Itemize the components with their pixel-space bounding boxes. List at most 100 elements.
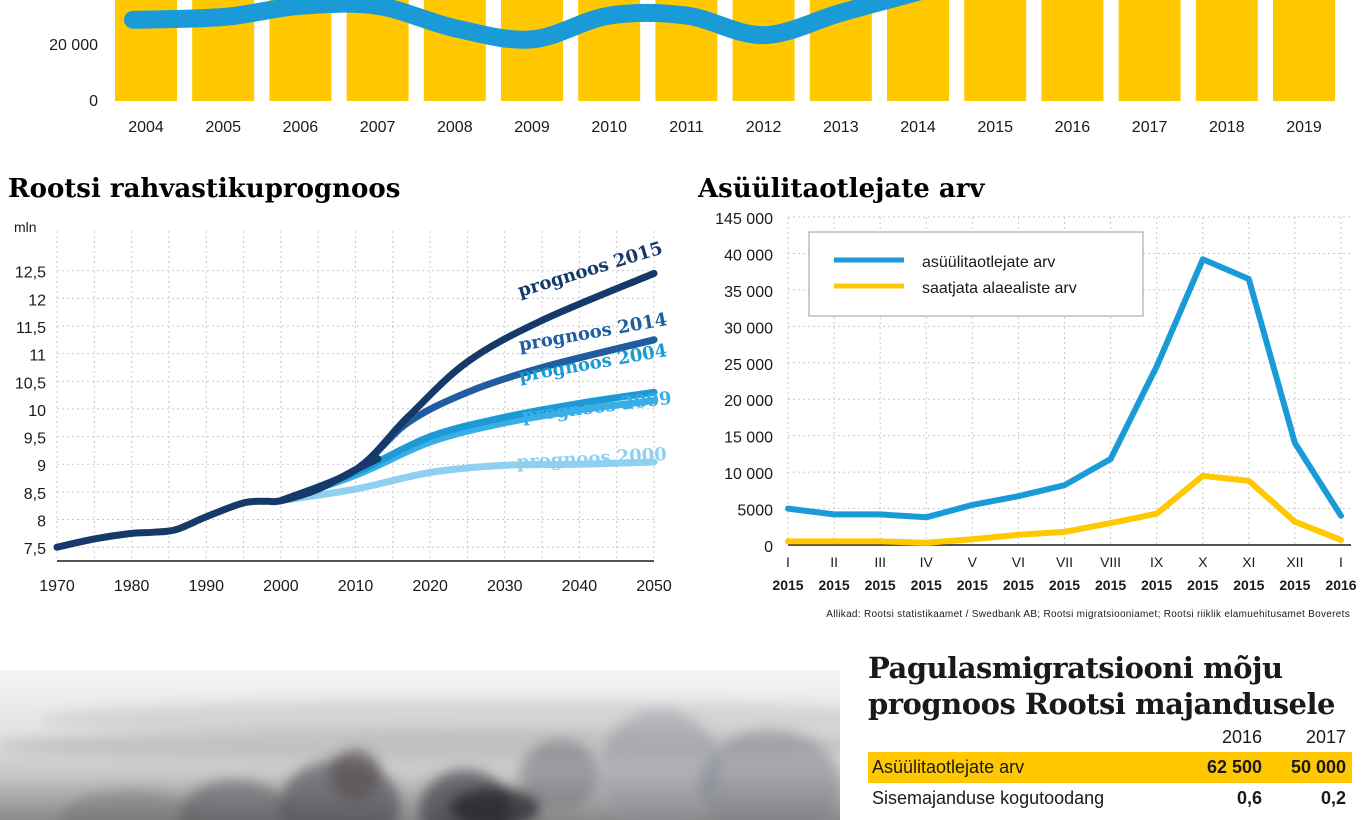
bar bbox=[732, 0, 795, 101]
y-tick-label: 145 000 bbox=[715, 211, 773, 228]
x-tick-label: 2019 bbox=[1286, 119, 1322, 136]
y-tick-label: 25 000 bbox=[724, 357, 773, 374]
series-line bbox=[785, 256, 1344, 521]
x-tick-label: 2005 bbox=[205, 119, 241, 136]
x-tick-label: 2018 bbox=[1209, 119, 1245, 136]
photo-shape bbox=[700, 730, 840, 820]
x-tick-year: 2015 bbox=[819, 577, 850, 593]
table-cell: 0,6 bbox=[1236, 788, 1262, 808]
table-row: Asüülitaotlejate arv 62 500 50 000 bbox=[868, 752, 1352, 783]
table-cell: 0,2 bbox=[1320, 788, 1346, 808]
y-tick-label: 8,5 bbox=[24, 486, 46, 503]
x-tick-label: 2009 bbox=[514, 119, 550, 136]
x-tick-label: 2000 bbox=[263, 578, 299, 595]
x-tick-year: 2015 bbox=[1233, 577, 1264, 593]
table-row-label: Sisemajanduse kogutoodang bbox=[872, 788, 1105, 808]
photo-shape bbox=[40, 700, 840, 740]
x-tick-month: X bbox=[1198, 554, 1208, 570]
x-tick-month: V bbox=[968, 554, 978, 570]
y-tick-label: 10,5 bbox=[15, 375, 46, 392]
y-tick-label: 10 000 bbox=[724, 466, 773, 483]
y-tick-label: 5000 bbox=[737, 503, 773, 520]
y-tick-label: 35 000 bbox=[724, 284, 773, 301]
photo-shape bbox=[450, 788, 540, 820]
x-tick-month: VIII bbox=[1100, 554, 1121, 570]
chart-title: Rootsi rahvastikuprognoos bbox=[8, 174, 400, 204]
series-label: prognoos 2015 bbox=[515, 238, 665, 302]
y-tick-label: 20 000 bbox=[724, 393, 773, 410]
charts-canvas: 0 20 000 2004 2005 2006 2007 2008 2009 2010 2011 2… bbox=[8, 0, 1357, 620]
y-tick-label: 12 bbox=[28, 292, 46, 309]
x-tick-month: II bbox=[830, 554, 838, 570]
x-tick-year: 2015 bbox=[1187, 577, 1218, 593]
x-tick-label: 2017 bbox=[1132, 119, 1168, 136]
x-tick-month: III bbox=[874, 554, 886, 570]
bar bbox=[1195, 0, 1258, 101]
y-tick-label: 9,5 bbox=[24, 431, 46, 448]
x-tick-label: 2030 bbox=[487, 578, 523, 595]
x-tick-month: I bbox=[1339, 554, 1343, 570]
table-col-2017: 2017 bbox=[1305, 726, 1346, 747]
y-tick-label: 7,5 bbox=[24, 541, 46, 558]
x-tick-year: 2015 bbox=[1049, 577, 1080, 593]
chart-title: Asüülitaotlejate arv bbox=[697, 174, 985, 204]
series-label: prognoos 2009 bbox=[521, 388, 673, 427]
x-tick-year: 2015 bbox=[911, 577, 942, 593]
legend-label: saatjata alaealiste arv bbox=[922, 280, 1077, 297]
x-tick-month: VI bbox=[1012, 554, 1025, 570]
x-tick-month: XII bbox=[1286, 554, 1303, 570]
y-tick-label: 20 000 bbox=[49, 37, 98, 54]
x-tick-label: 2040 bbox=[562, 578, 598, 595]
x-tick-month: I bbox=[786, 554, 790, 570]
table-title-line2: prognoos Rootsi majandusele bbox=[868, 687, 1335, 721]
x-tick-year: 2015 bbox=[1095, 577, 1126, 593]
table-col-2016: 2016 bbox=[1221, 726, 1262, 747]
table-header-row: 2016 2017 bbox=[868, 722, 1352, 752]
x-tick-label: 2006 bbox=[283, 119, 319, 136]
x-tick-year: 2015 bbox=[1141, 577, 1172, 593]
bar bbox=[1273, 0, 1335, 101]
photo-shape bbox=[330, 750, 380, 800]
bar bbox=[1041, 0, 1104, 101]
impact-table: Pagulasmigratsiooni mõju prognoos Rootsi… bbox=[868, 650, 1352, 814]
y-tick-label: 8 bbox=[37, 514, 46, 531]
y-tick-label: 10 bbox=[28, 403, 46, 420]
legend: asüülitaotlejate arv saatjata alaealiste … bbox=[808, 231, 1144, 317]
y-tick-label: 11 bbox=[29, 348, 46, 365]
bar bbox=[887, 0, 949, 101]
x-tick-year: 2015 bbox=[957, 577, 988, 593]
y-tick-label: 15 000 bbox=[724, 430, 773, 447]
legend-box bbox=[808, 231, 1144, 317]
photo-shape bbox=[600, 710, 720, 820]
x-tick-year: 2015 bbox=[772, 577, 803, 593]
x-tick-label: 2020 bbox=[412, 578, 448, 595]
y-axis-unit: mln bbox=[14, 219, 37, 235]
x-tick-month: IX bbox=[1150, 554, 1164, 570]
x-tick-label: 2015 bbox=[977, 119, 1013, 136]
x-tick-year: 2016 bbox=[1325, 577, 1356, 593]
x-tick-label: 2004 bbox=[128, 119, 164, 136]
asylum-seekers-chart: Asüülitaotlejate arv 0 5000 10 000 15 000 20 … bbox=[697, 174, 1357, 593]
x-tick-label: 2011 bbox=[669, 119, 704, 136]
photo-shape bbox=[60, 790, 200, 820]
x-tick-month: IV bbox=[920, 554, 934, 570]
x-tick-label: 1980 bbox=[114, 578, 150, 595]
table-row-label: Asüülitaotlejate arv bbox=[872, 757, 1025, 777]
y-tick-label: 9 bbox=[37, 458, 46, 475]
x-tick-year: 2015 bbox=[865, 577, 896, 593]
y-tick-label: 0 bbox=[764, 539, 773, 556]
x-tick-label: 2008 bbox=[437, 119, 473, 136]
bar bbox=[501, 0, 563, 101]
table-cell: 62 500 bbox=[1206, 757, 1262, 777]
series-line bbox=[124, 0, 923, 49]
table-title-line1: Pagulasmigratsiooni mõju bbox=[868, 651, 1283, 685]
x-tick-label: 2014 bbox=[900, 119, 936, 136]
source-note: Allikad: Rootsi statistikaamet / Swedban… bbox=[826, 609, 1350, 620]
x-tick-label: 2050 bbox=[636, 578, 672, 595]
x-tick-label: 2016 bbox=[1055, 119, 1091, 136]
population-forecast-chart: Rootsi rahvastikuprognoos mln 7,5 8 8,5 9 9,5 1… bbox=[8, 174, 673, 595]
table-cell: 50 000 bbox=[1290, 757, 1346, 777]
x-tick-label: 2010 bbox=[591, 119, 627, 136]
x-tick-label: 2013 bbox=[823, 119, 859, 136]
y-tick-label: 30 000 bbox=[724, 320, 773, 337]
